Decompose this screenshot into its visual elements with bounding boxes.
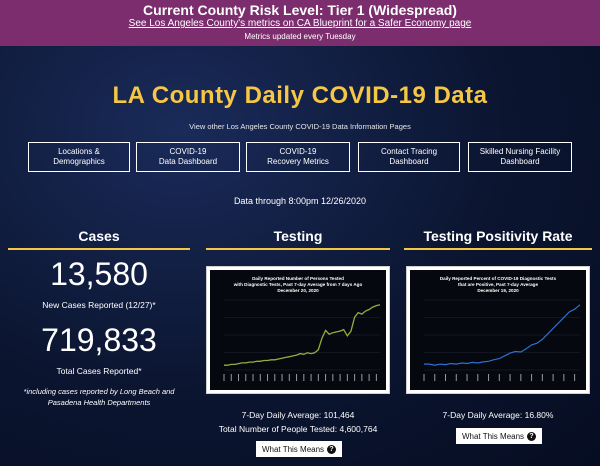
- chart-tick-mark: [541, 374, 543, 381]
- chart-tick-mark: [455, 374, 457, 381]
- chart-tick-mark: [288, 374, 290, 381]
- chart-tick-mark: [375, 374, 377, 381]
- testing-chart-title-3: December 20, 2020: [277, 288, 319, 293]
- testing-what-this-means-button[interactable]: What This Means ?: [256, 441, 342, 457]
- nav-skilled-nursing-button[interactable]: Skilled Nursing Facility Dashboard: [468, 142, 572, 172]
- nav-contact-tracing-button[interactable]: Contact Tracing Dashboard: [358, 142, 460, 172]
- positivity-what-this-means-button[interactable]: What This Means ?: [456, 428, 542, 444]
- chart-tick-mark: [296, 374, 298, 381]
- positivity-chart[interactable]: Daily Reported Percent of COVID-19 Diagn…: [406, 266, 590, 394]
- chart-tick-mark: [274, 374, 276, 381]
- testing-total: Total Number of People Tested: 4,600,764: [218, 424, 378, 434]
- question-icon: ?: [327, 444, 337, 454]
- other-pages-caption: View other Los Angeles County COVID-19 D…: [189, 122, 411, 131]
- button-label: What This Means: [461, 431, 525, 441]
- positivity-series-line: [424, 304, 581, 366]
- cases-heading: Cases: [78, 228, 120, 244]
- chart-tick-mark: [245, 374, 247, 381]
- positivity-average: 7-Day Daily Average: 16.80%: [442, 410, 554, 420]
- chart-tick-mark: [434, 374, 436, 381]
- chart-tick-mark: [466, 374, 468, 381]
- data-through-date: Data through 8:00pm 12/26/2020: [233, 196, 367, 206]
- testing-chart-title-2: with Diagnostic Tests, Past 7-day Averag…: [233, 282, 363, 287]
- nav-label-line1: Locations &: [58, 147, 100, 156]
- chart-tick-mark: [332, 374, 334, 381]
- button-label: What This Means: [261, 444, 325, 454]
- risk-level-banner: Current County Risk Level: Tier 1 (Wides…: [0, 0, 600, 46]
- testing-chart-title-1: Daily Reported Number of Persons Tested: [252, 276, 344, 281]
- chart-tick-mark: [477, 374, 479, 381]
- positivity-heading: Testing Positivity Rate: [423, 228, 573, 244]
- chart-tick-mark: [325, 374, 327, 381]
- chart-tick-mark: [509, 374, 511, 381]
- chart-tick-mark: [361, 374, 363, 381]
- testing-series-line: [224, 304, 381, 366]
- nav-label-line1: COVID-19: [279, 147, 317, 156]
- chart-tick-mark: [317, 374, 319, 381]
- chart-tick-mark: [346, 374, 348, 381]
- chart-tick-mark: [303, 374, 305, 381]
- risk-level-title: Current County Risk Level: Tier 1 (Wides…: [143, 2, 457, 18]
- chart-tick-mark: [520, 374, 522, 381]
- question-icon: ?: [527, 431, 537, 441]
- nav-data-dashboard-button[interactable]: COVID-19 Data Dashboard: [136, 142, 240, 172]
- chart-tick-mark: [252, 374, 254, 381]
- nav-label-line1: Skilled Nursing Facility: [479, 147, 561, 156]
- chart-tick-mark: [574, 374, 576, 381]
- chart-tick-mark: [445, 374, 447, 381]
- chart-tick-mark: [498, 374, 500, 381]
- positivity-heading-rule: [404, 248, 592, 250]
- chart-tick-mark: [281, 374, 283, 381]
- chart-tick-mark: [552, 374, 554, 381]
- positivity-chart-title-1: Daily Reported Percent of COVID-19 Diagn…: [440, 276, 557, 281]
- positivity-chart-title-2: that are Positive, Past 7-day Average: [458, 282, 539, 287]
- dashboard-nav: Locations & Demographics COVID-19 Data Das…: [0, 142, 600, 172]
- chart-tick-mark: [339, 374, 341, 381]
- nav-label-line2: Recovery Metrics: [267, 157, 329, 166]
- positivity-chart-svg: Daily Reported Percent of COVID-19 Diagn…: [410, 270, 586, 390]
- nav-label-line1: COVID-19: [169, 147, 207, 156]
- blueprint-link[interactable]: See Los Angeles County's metrics on CA B…: [128, 18, 472, 29]
- nav-label-line2: Demographics: [53, 157, 105, 166]
- metrics-update-note: Metrics updated every Tuesday: [244, 32, 356, 41]
- total-cases-value: 719,833: [41, 322, 157, 358]
- chart-tick-mark: [488, 374, 490, 381]
- nav-recovery-metrics-button[interactable]: COVID-19 Recovery Metrics: [246, 142, 350, 172]
- testing-heading: Testing: [273, 228, 323, 244]
- chart-tick-mark: [238, 374, 240, 381]
- chart-tick-mark: [531, 374, 533, 381]
- cases-heading-rule: [8, 248, 190, 250]
- chart-tick-mark: [423, 374, 425, 381]
- chart-tick-mark: [354, 374, 356, 381]
- positivity-chart-title-3: December 19, 2020: [477, 288, 519, 293]
- new-cases-value: 13,580: [50, 256, 148, 292]
- testing-average: 7-Day Daily Average: 101,464: [241, 410, 355, 420]
- chart-tick-mark: [267, 374, 269, 381]
- nav-label-line2: Dashboard: [389, 157, 429, 166]
- nav-label-line2: Data Dashboard: [158, 157, 218, 166]
- chart-tick-mark: [368, 374, 370, 381]
- chart-tick-mark: [259, 374, 261, 381]
- total-cases-caption: Total Cases Reported*: [56, 366, 142, 376]
- chart-tick-mark: [563, 374, 565, 381]
- testing-chart-svg: Daily Reported Number of Persons Tested …: [210, 270, 386, 390]
- chart-tick-mark: [223, 374, 225, 381]
- page-title: LA County Daily COVID-19 Data: [112, 82, 488, 109]
- main-content: LA County Daily COVID-19 Data View other…: [0, 46, 600, 466]
- nav-locations-demographics-button[interactable]: Locations & Demographics: [28, 142, 130, 172]
- chart-tick-mark: [230, 374, 232, 381]
- new-cases-caption: New Cases Reported (12/27)*: [42, 300, 156, 310]
- testing-heading-rule: [206, 248, 390, 250]
- cases-footnote: *including cases reported by Long Beach …: [23, 387, 175, 407]
- chart-tick-mark: [310, 374, 312, 381]
- testing-chart[interactable]: Daily Reported Number of Persons Tested …: [206, 266, 390, 394]
- nav-label-line2: Dashboard: [500, 157, 540, 166]
- nav-label-line1: Contact Tracing: [380, 147, 438, 156]
